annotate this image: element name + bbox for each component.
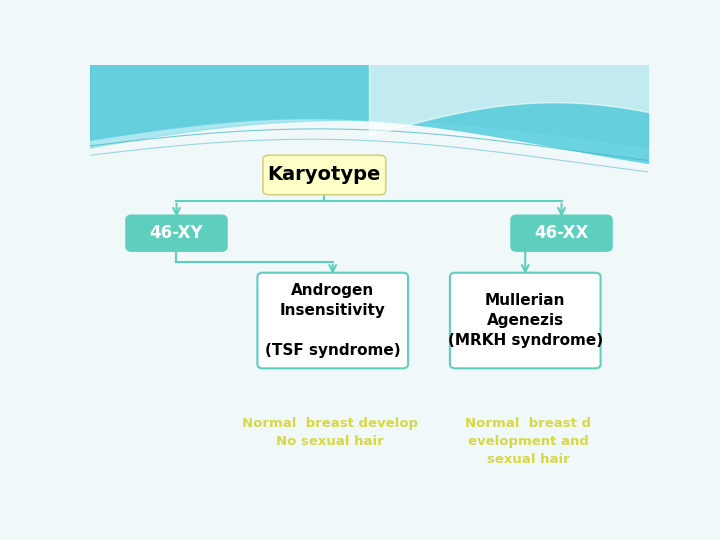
Text: Normal  breast develop
No sexual hair: Normal breast develop No sexual hair <box>242 417 418 448</box>
FancyBboxPatch shape <box>126 215 227 251</box>
Text: Karyotype: Karyotype <box>268 165 381 185</box>
Text: Androgen
Insensitivity

(TSF syndrome): Androgen Insensitivity (TSF syndrome) <box>265 284 400 357</box>
FancyBboxPatch shape <box>450 273 600 368</box>
Text: 46-XY: 46-XY <box>150 224 203 242</box>
FancyBboxPatch shape <box>258 273 408 368</box>
Text: Mullerian
Agenezis
(MRKH syndrome): Mullerian Agenezis (MRKH syndrome) <box>448 293 603 348</box>
FancyBboxPatch shape <box>263 155 386 195</box>
Text: Normal  breast d
evelopment and
sexual hair: Normal breast d evelopment and sexual ha… <box>465 416 591 465</box>
FancyBboxPatch shape <box>511 215 612 251</box>
Text: 46-XX: 46-XX <box>534 224 589 242</box>
